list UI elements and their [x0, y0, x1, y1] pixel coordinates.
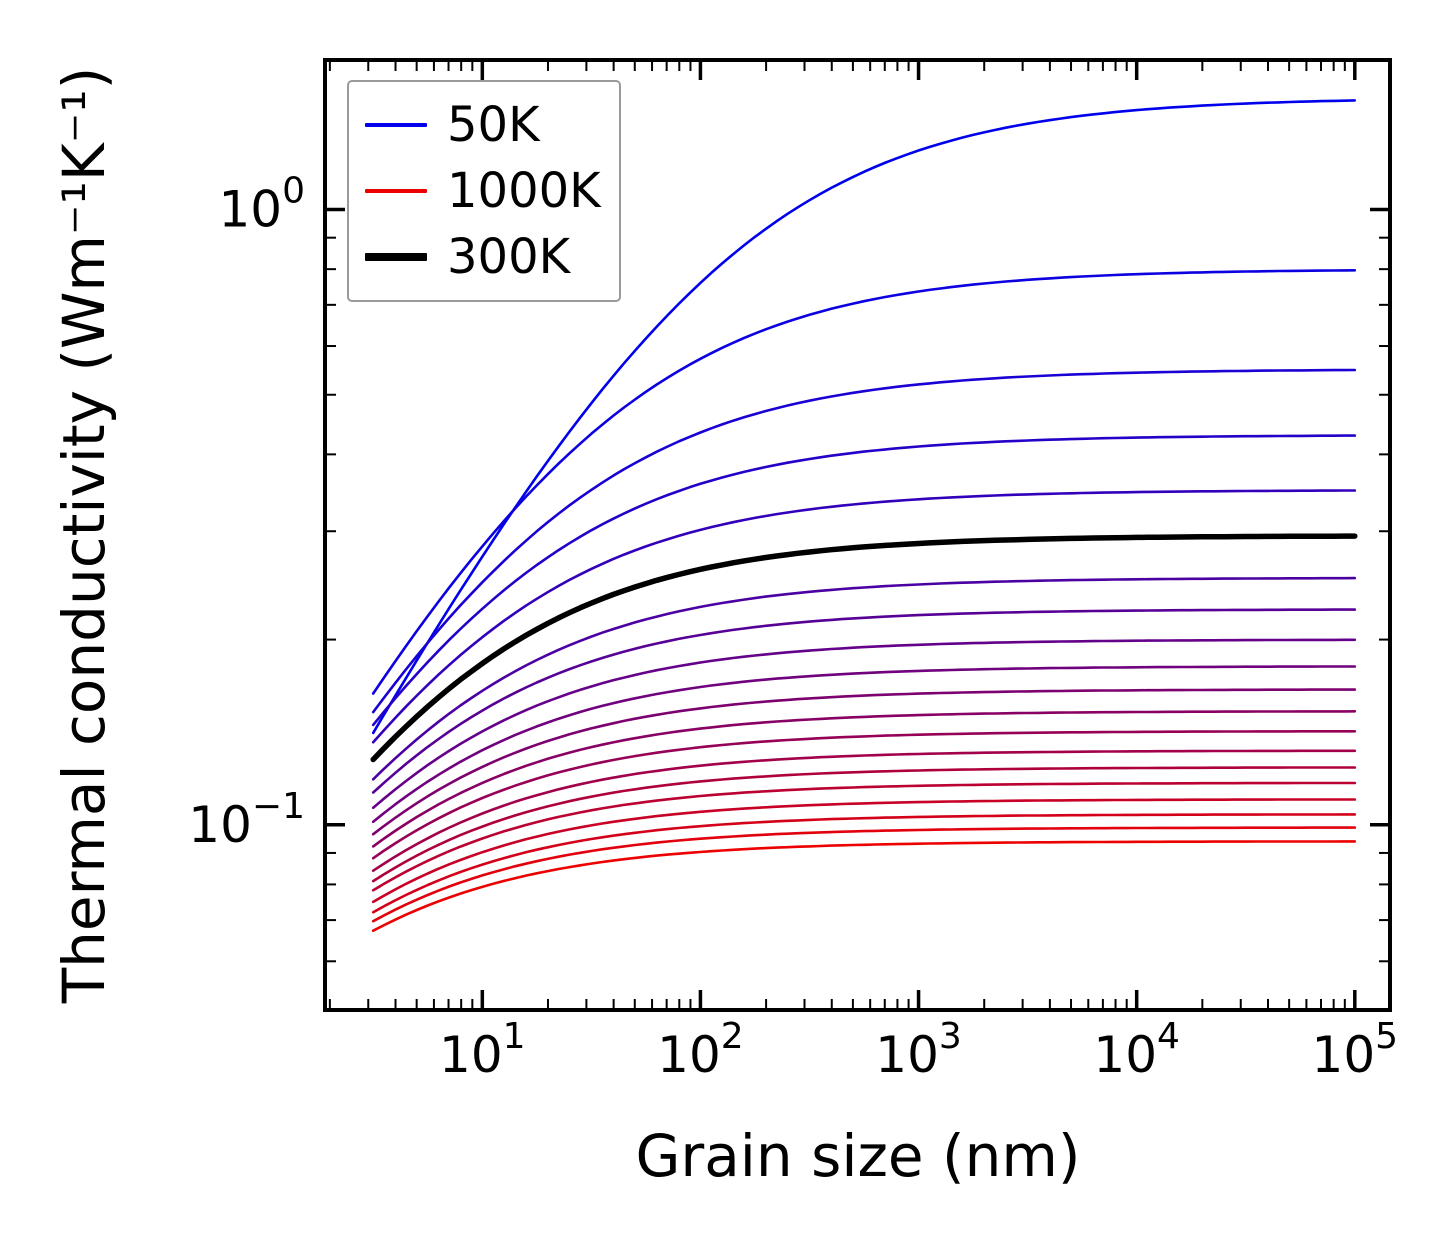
series-line-200K [371, 434, 1357, 727]
series-line-650K [371, 730, 1357, 860]
series-line-800K [371, 781, 1357, 892]
x-tick-label: 105 [1312, 1016, 1399, 1084]
legend-entry-1000k: 1000K [365, 158, 603, 224]
series-line-600K [371, 710, 1357, 848]
legend-line-sample-1000k [365, 189, 427, 193]
y-tick-label: 10−1 [188, 786, 305, 854]
series-line-700K [371, 749, 1357, 872]
series-line-900K [371, 813, 1357, 914]
x-tick-label: 103 [875, 1016, 962, 1084]
legend-label-1000k: 1000K [447, 163, 601, 219]
series-line-300K [370, 533, 1358, 763]
x-tick-label: 102 [657, 1016, 744, 1084]
y-axis-label: Thermal conductivity (Wm⁻¹K⁻¹) [50, 66, 118, 1004]
series-line-550K [371, 688, 1357, 836]
series-line-750K [371, 766, 1357, 883]
series-line-950K [371, 826, 1357, 923]
series-line-350K [371, 576, 1357, 781]
series-curves [370, 99, 1358, 932]
legend-line-sample-50k [365, 123, 427, 127]
y-tick-label: 100 [218, 171, 305, 239]
legend-label-300k: 300K [447, 229, 571, 285]
series-line-1000K [371, 840, 1357, 932]
series-line-50K [371, 99, 1357, 735]
series-line-150K [371, 368, 1357, 714]
series-line-250K [371, 489, 1357, 744]
series-line-500K [371, 665, 1357, 824]
x-tick-label: 101 [439, 1016, 526, 1084]
legend-entry-300k: 300K [365, 224, 603, 290]
series-line-450K [371, 638, 1357, 810]
x-axis-label: Grain size (nm) [635, 1122, 1081, 1190]
plot-spines [323, 58, 1392, 1012]
x-tick-label: 104 [1093, 1016, 1180, 1084]
tick-labels: 101 102 103 104 105 100 10−1 [188, 171, 1398, 1084]
legend-line-sample-300k [365, 253, 427, 261]
series-line-400K [371, 608, 1357, 794]
series-line-100K [371, 269, 1357, 695]
legend: 50K 1000K 300K [347, 80, 621, 302]
legend-label-50k: 50K [447, 97, 540, 153]
series-line-850K [371, 798, 1357, 904]
legend-entry-50k: 50K [365, 92, 603, 158]
